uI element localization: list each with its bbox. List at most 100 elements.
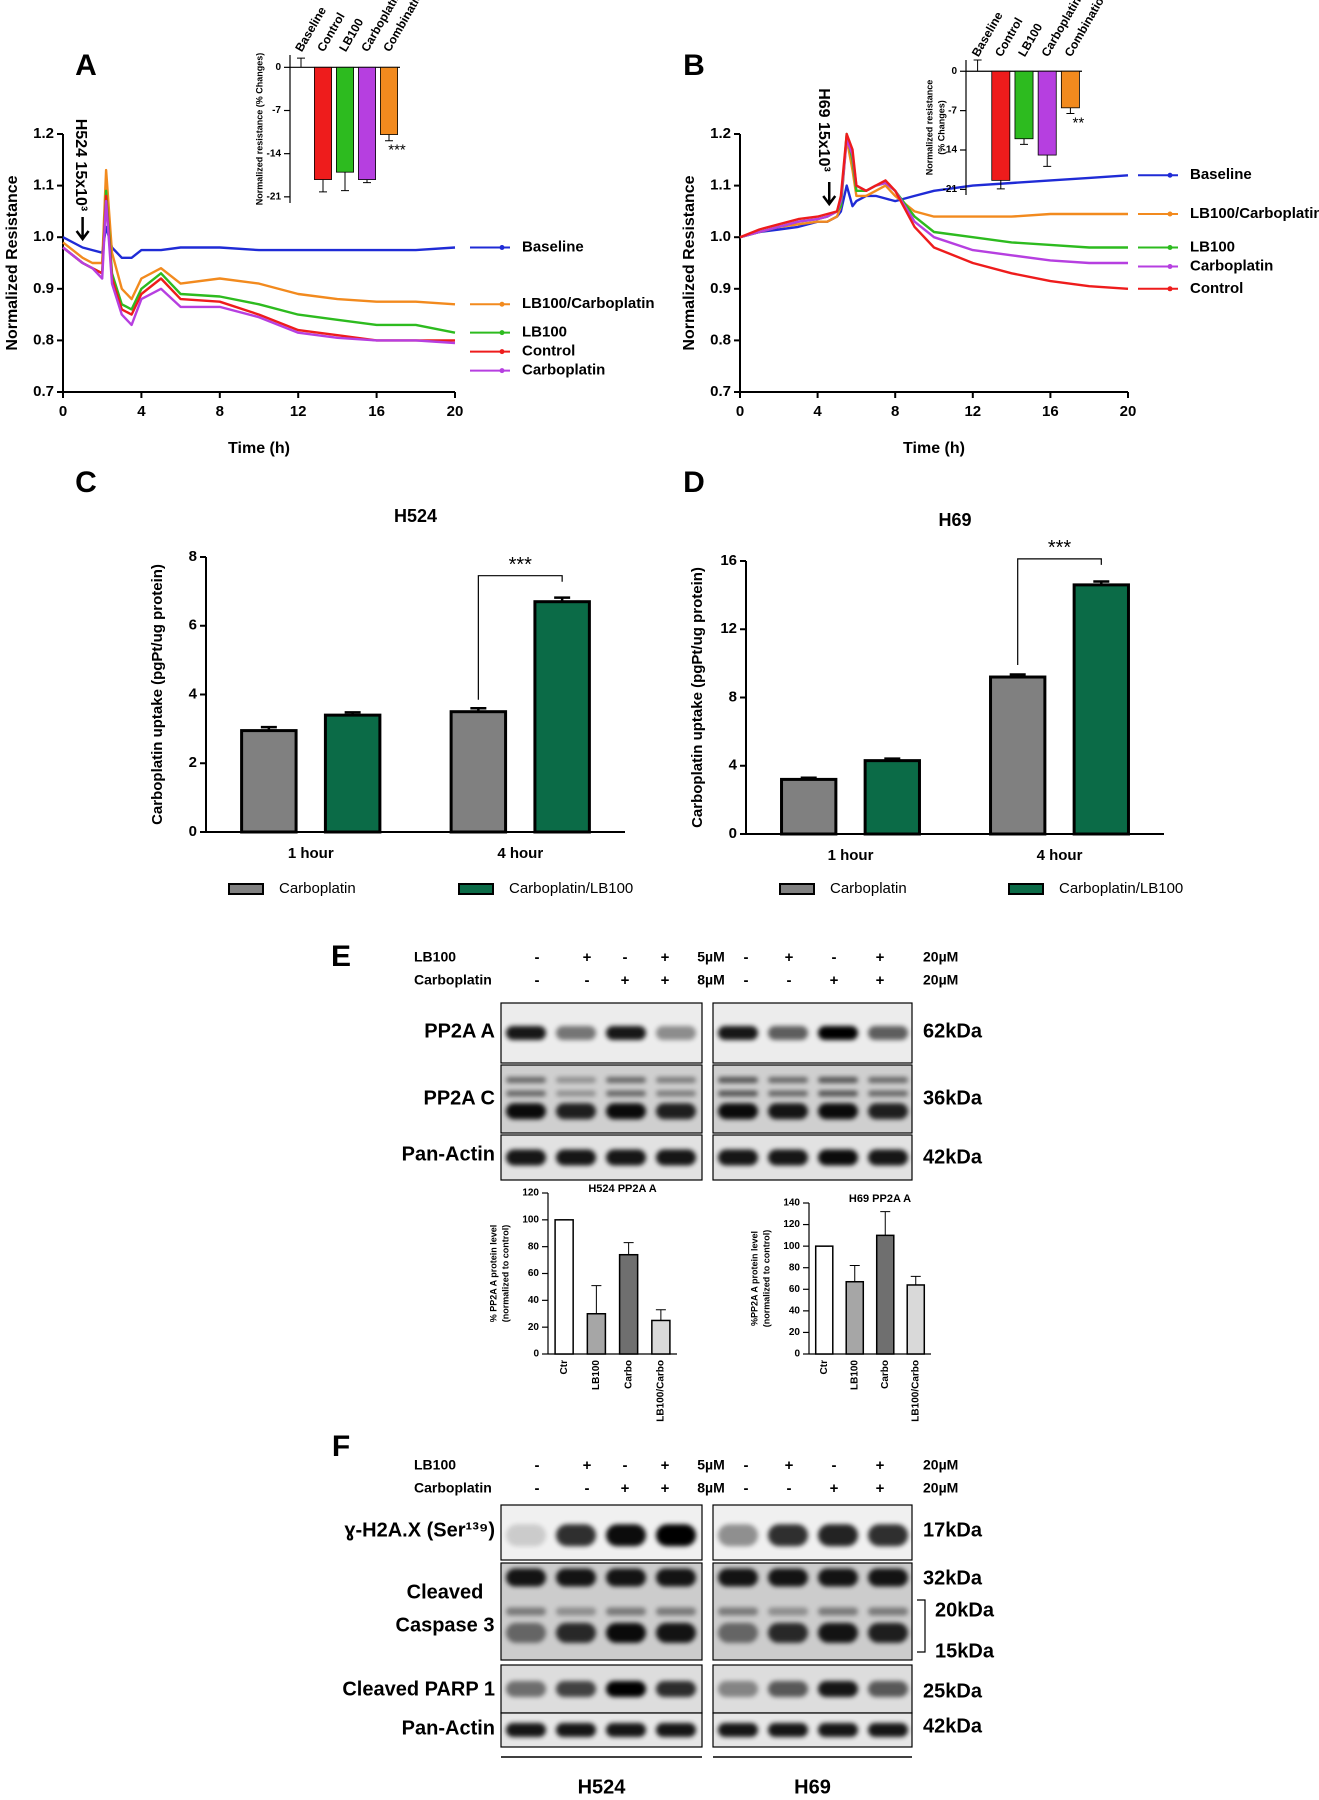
chart: 0 2 4 6 8 Carboplatin uptake (pgPt/ug protein… — [149, 506, 633, 897]
blot-band — [718, 1149, 758, 1166]
chart-title: H69 — [938, 510, 971, 530]
error-bar-line — [297, 57, 305, 68]
cell-line-label: H524 — [578, 1776, 627, 1798]
blot-band — [656, 1622, 696, 1643]
y-tick-label: 0.9 — [710, 280, 731, 297]
significance-label: ** — [1073, 114, 1085, 131]
error-bar-line — [385, 134, 393, 142]
y-tick-label: 20 — [528, 1322, 540, 1333]
blot-band — [506, 1149, 546, 1166]
y-tick-label: 0.7 — [33, 383, 54, 400]
error-bar — [1043, 155, 1052, 167]
error-bar-line — [319, 179, 327, 193]
error-bar — [910, 1275, 921, 1285]
panel-label: C — [75, 466, 97, 499]
error-bar — [623, 1242, 634, 1255]
legend-swatch-dot — [1167, 264, 1173, 270]
bar — [554, 1219, 574, 1355]
row-label: Pan-Actin — [402, 1717, 495, 1739]
kda-label: 15kDa — [935, 1640, 995, 1662]
legend-swatch-dot — [499, 330, 505, 336]
western-blot: LB100 - + - + - + - +5µM 20µM Carboplatin - - + + - - + +8… — [342, 1457, 994, 1799]
significance-label: *** — [509, 554, 533, 576]
y-tick-label: 8 — [189, 548, 197, 565]
blot-band — [506, 1076, 546, 1083]
concentration: 20µM — [923, 949, 958, 965]
y-tick-label: -21 — [267, 191, 282, 202]
concentration: 8µM — [697, 972, 725, 988]
chart: 0.7 0.8 0.9 1.0 1.1 1.2 Normalized Resistance 0… — [4, 119, 654, 457]
panel-label: A — [75, 49, 97, 82]
x-tick-label: 8 — [891, 403, 899, 420]
blot-band — [606, 1723, 646, 1737]
blot-band — [768, 1149, 808, 1166]
treatment-label: Carboplatin — [414, 1480, 492, 1496]
series-line — [62, 199, 456, 345]
blot-band — [718, 1524, 758, 1547]
treatment-sign: + — [583, 1457, 592, 1474]
x-tick-label: 1 hour — [288, 845, 334, 862]
y-tick-label: 0 — [533, 1349, 539, 1360]
kda-label: 36kDa — [923, 1087, 983, 1109]
blot-band — [656, 1681, 696, 1697]
y-axis-label: Carboplatin uptake (pgPt/ug protein) — [149, 564, 166, 825]
blot-band — [818, 1568, 858, 1587]
legend-swatch — [1008, 883, 1044, 895]
blot-band — [656, 1607, 696, 1616]
legend-label: Control — [522, 343, 575, 360]
row-label: ɣ-H2A.X (Ser¹³⁹) — [344, 1519, 495, 1541]
legend-label: Carboplatin — [279, 880, 356, 897]
blot-band — [556, 1568, 596, 1587]
chart: 0 20 40 60 80 100 120 % PP2A A protein level (no… — [488, 1183, 677, 1422]
kda-bracket — [917, 1599, 926, 1653]
treatment-sign: + — [830, 1480, 839, 1497]
bar — [323, 713, 382, 834]
blot-band — [606, 1103, 646, 1120]
blot-band — [606, 1622, 646, 1643]
bar — [991, 70, 1011, 181]
blot-band — [606, 1090, 646, 1097]
row-label: Cleaved — [407, 1581, 484, 1603]
y-tick-label: 120 — [522, 1188, 539, 1199]
error-bar — [880, 1211, 891, 1236]
treatment-sign: + — [661, 1480, 670, 1497]
x-tick-label: 0 — [59, 403, 67, 420]
blot-band — [556, 1103, 596, 1120]
error-bar — [319, 179, 327, 193]
y-tick-label: -14 — [267, 148, 282, 159]
blot-band — [818, 1103, 858, 1120]
bar — [1060, 70, 1080, 109]
x-axis-label: Time (h) — [228, 440, 290, 457]
legend-label: LB100 — [522, 324, 567, 341]
error-bar — [260, 725, 277, 731]
legend-label: Control — [1190, 280, 1243, 297]
x-tick-label: 4 hour — [497, 845, 543, 862]
concentration: 20µM — [923, 1480, 958, 1496]
bar — [533, 600, 591, 834]
treatment-sign: - — [535, 972, 540, 989]
chart: 0 20 40 60 80 100 120 140 %PP2A A protein level(… — [749, 1193, 931, 1422]
treatment-sign: + — [876, 949, 885, 966]
error-bar — [1009, 673, 1026, 678]
blot-band — [868, 1076, 908, 1083]
legend-label: LB100/Carboplatin — [1190, 205, 1319, 222]
legend-label: LB100/Carboplatin — [522, 295, 655, 312]
bar — [780, 777, 838, 836]
y-axis-label: % PP2A A protein level — [488, 1225, 498, 1323]
blot-band — [768, 1607, 808, 1616]
blot-band — [818, 1026, 858, 1040]
error-bar-line — [554, 596, 571, 602]
legend-swatch-dot — [499, 349, 505, 355]
y-axis-label: Normalized Resistance — [4, 175, 21, 350]
y-tick-label: 0 — [275, 62, 281, 73]
treatment-sign: - — [535, 1457, 540, 1474]
blot-band — [606, 1076, 646, 1083]
chart: 0.7 0.8 0.9 1.0 1.1 1.2 Normalized Resistance 0… — [681, 88, 1319, 457]
y-tick-label: 100 — [522, 1214, 539, 1225]
y-axis-label: Normalized resistance — [924, 80, 934, 176]
y-tick-label: 80 — [789, 1262, 801, 1273]
blot-band — [656, 1723, 696, 1737]
legend-label: LB100 — [1190, 238, 1235, 255]
blot-band — [868, 1622, 908, 1643]
blot-band — [768, 1568, 808, 1587]
